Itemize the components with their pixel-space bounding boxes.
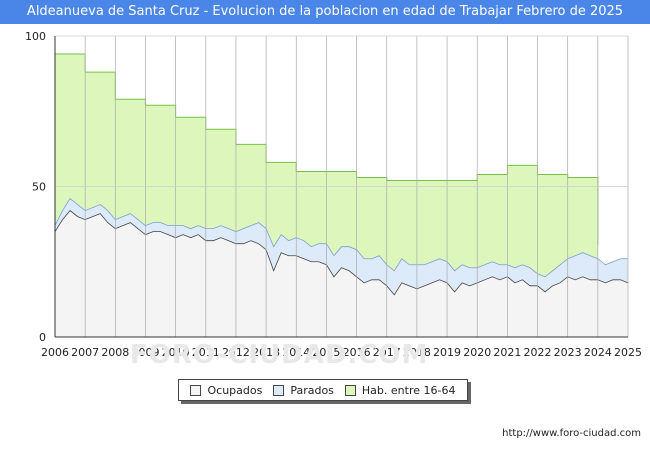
line-parados [54,197,628,278]
legend-label-ocupados: Ocupados [207,383,263,397]
x-tick-label: 2023 [554,346,582,359]
x-tick-label: 2014 [282,346,310,359]
x-tick-label: 2022 [524,346,552,359]
x-tick-label: 2007 [71,346,99,359]
source-credit: http://www.foro-ciudad.com [502,428,641,439]
legend-label-parados: Parados [290,383,334,397]
line-ocupados [54,210,629,296]
y-tick-label: 100 [25,30,46,43]
legend-item-hab: Hab. entre 16-64 [344,383,456,397]
x-tick-label: 2025 [614,346,642,359]
x-tick-label: 2006 [41,346,69,359]
legend-label-hab: Hab. entre 16-64 [361,383,456,397]
chart-title: Aldeanueva de Santa Cruz - Evolucion de … [0,0,650,24]
x-tick-label: 2011 [192,346,220,359]
legend-swatch-parados [273,384,285,396]
x-tick-label: 2018 [403,346,431,359]
x-tick-label: 2008 [101,346,129,359]
legend-item-ocupados: Ocupados [190,384,262,397]
x-tick-label: 2021 [493,346,521,359]
x-tick-label: 2024 [584,346,612,359]
y-tick-label: 0 [39,331,46,344]
y-tick-labels: 0 50 100 [25,30,46,344]
legend-swatch-ocupados [190,384,202,396]
axes [54,35,629,338]
x-tick-label: 2013 [252,346,280,359]
legend-item-parados: Parados [273,384,334,397]
area-ocupados [55,210,628,337]
legend-swatch-hab [344,384,356,396]
x-tick-label: 2015 [312,346,340,359]
x-tick-label: 2020 [463,346,491,359]
x-tick-label: 2010 [162,346,190,359]
x-tick-label: 2012 [222,346,250,359]
x-tick-labels: 2006 2007 2008 2009 2010 2011 2012 2013 2014 2015… [41,346,642,359]
x-tick-label: 2019 [433,346,461,359]
legend: Ocupados Parados Hab. entre 16-64 [178,379,468,401]
x-tick-label: 2009 [131,346,159,359]
x-tick-label: 2017 [373,346,401,359]
watermark: FORO-CIUDAD.COM [130,340,429,370]
x-tick-label: 2016 [343,346,371,359]
y-tick-label: 50 [32,181,46,194]
